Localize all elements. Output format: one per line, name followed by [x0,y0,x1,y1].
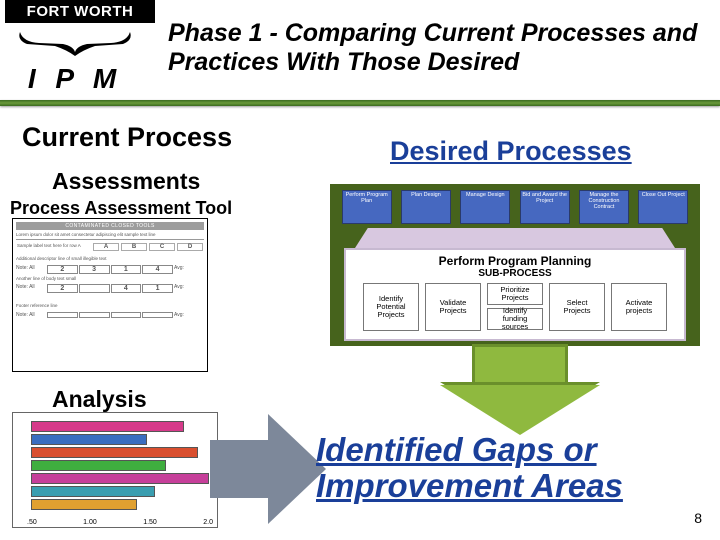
desired-processes-diagram: Perform Program Plan Plan Design Manage De… [330,184,700,346]
chart-bar [31,499,137,510]
subbox: Identify funding sources [487,308,543,330]
analysis-heading: Analysis [52,386,147,413]
top-process-box: Plan Design [401,190,451,224]
top-process-box: Close Out Project [638,190,688,224]
assessments-heading: Assessments [52,168,200,195]
funnel-shape [355,228,675,248]
top-process-box: Manage the Construction Contract [579,190,629,224]
program-label: I P M [0,63,150,95]
subbox: Prioritize Projects [487,283,543,305]
longhorn-icon [0,23,150,63]
logo-text: FORT WORTH [5,0,155,23]
chart-bar [31,473,209,484]
current-process-heading: Current Process [22,122,232,153]
page-title: Phase 1 - Comparing Current Processes an… [160,13,720,77]
slide-number: 8 [694,510,702,526]
gaps-heading: Identified Gaps or Improvement Areas [316,432,720,505]
chart-bar [31,486,155,497]
chart-bar [31,460,166,471]
chart-bar [31,447,198,458]
analysis-chart: .50 1.00 1.50 2.0 [12,412,218,528]
subprocess-frame: Perform Program Planning SUB-PROCESS Ide… [344,248,686,341]
subbox: Activate projects [611,283,667,331]
process-assessment-tool-heading: Process Assessment Tool [10,198,232,219]
subbox: Select Projects [549,283,605,331]
right-arrow-icon [210,414,326,524]
subbox: Validate Projects [425,283,481,331]
chart-xaxis: .50 1.00 1.50 2.0 [27,519,213,526]
header: FORT WORTH I P M Phase 1 - Comparing Cur… [0,0,720,90]
logo-block: FORT WORTH I P M [0,0,160,90]
desired-processes-heading: Desired Processes [390,136,632,167]
tool-header: CONTAMINATED CLOSED TOOLS [16,222,204,230]
down-arrow-icon [440,344,600,440]
chart-bar [31,421,184,432]
top-process-box: Bid and Award the Project [520,190,570,224]
chart-bar [31,434,147,445]
top-process-box: Manage Design [460,190,510,224]
green-rule [0,100,720,106]
assessment-tool-mock: CONTAMINATED CLOSED TOOLS Lorem ipsum do… [12,218,208,372]
subbox: Identify Potential Projects [363,283,419,331]
top-process-box: Perform Program Plan [342,190,392,224]
